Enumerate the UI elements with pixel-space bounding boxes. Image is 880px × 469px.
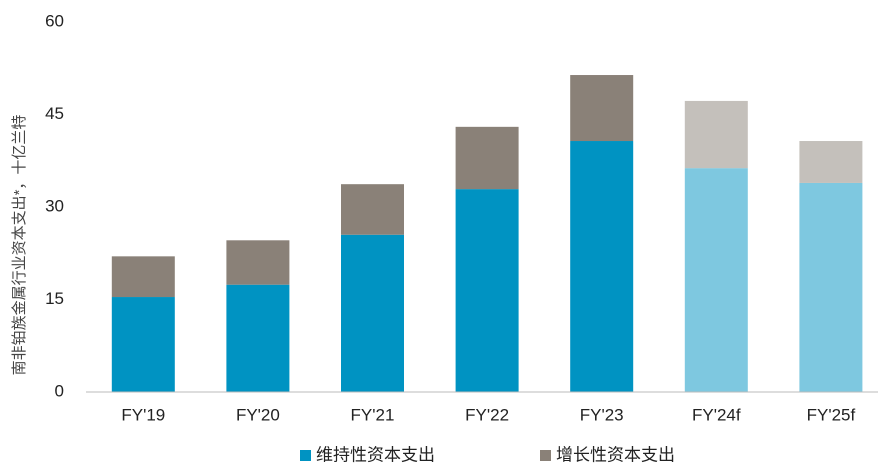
legend-label: 维持性资本支出 bbox=[316, 445, 435, 464]
bar-segment bbox=[570, 141, 634, 392]
y-tick-label: 60 bbox=[45, 11, 64, 30]
bar-segment bbox=[684, 168, 748, 392]
bar-segment bbox=[570, 75, 634, 142]
bar-segment bbox=[341, 184, 404, 235]
bar-segment bbox=[684, 100, 748, 169]
bar-segment bbox=[226, 284, 290, 392]
x-tick-label: FY'22 bbox=[465, 405, 509, 424]
y-tick-label: 45 bbox=[45, 104, 64, 123]
y-tick-label: 0 bbox=[55, 381, 64, 400]
y-tick-label: 15 bbox=[45, 289, 64, 308]
bar-segment bbox=[799, 182, 863, 392]
x-tick-label: FY'24f bbox=[692, 405, 741, 424]
legend-swatch bbox=[540, 450, 551, 461]
legend-label: 增长性资本支出 bbox=[556, 445, 675, 464]
x-tick-label: FY'25f bbox=[807, 405, 856, 424]
x-tick-label: FY'20 bbox=[236, 405, 280, 424]
bar-segment bbox=[111, 256, 175, 298]
y-axis-label: 南非铂族金属行业资本支出*，十亿兰特 bbox=[11, 115, 28, 376]
bar-segment bbox=[226, 240, 290, 285]
legend-swatch bbox=[300, 450, 311, 461]
bar-segment bbox=[341, 234, 404, 392]
bar-segment bbox=[799, 141, 863, 183]
bar-segment bbox=[455, 189, 519, 392]
y-tick-label: 30 bbox=[45, 196, 64, 215]
x-tick-label: FY'23 bbox=[580, 405, 624, 424]
bar-segment bbox=[111, 297, 175, 392]
x-tick-label: FY'21 bbox=[351, 405, 395, 424]
x-tick-label: FY'19 bbox=[121, 405, 165, 424]
bar-segment bbox=[455, 126, 519, 190]
